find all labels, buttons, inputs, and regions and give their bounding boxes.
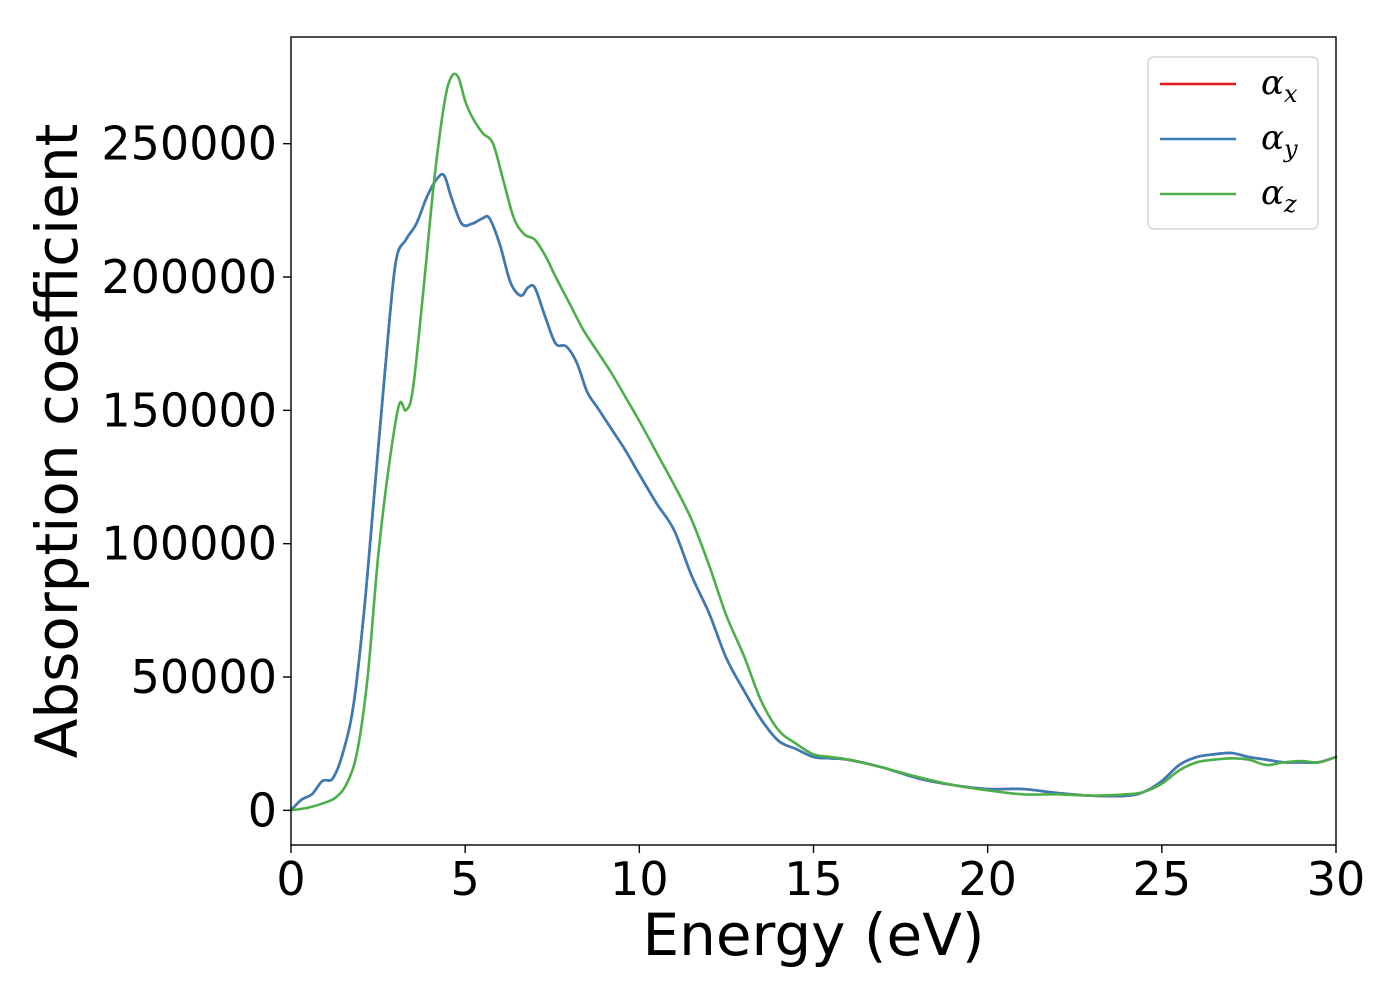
legend-label-x: αx [1261,63,1298,108]
y-tick-label: 200000 [101,250,277,304]
x-tick-label: 15 [784,852,843,906]
y-tick-label: 50000 [131,650,277,704]
legend: αx αy αz [1147,56,1319,230]
x-axis-ticks: 0 5 10 15 20 25 30 [276,845,1365,906]
series-layer [289,72,1338,812]
x-axis-title: Energy (eV) [642,901,984,969]
y-tick-label: 0 [248,783,277,837]
x-tick-label: 5 [451,852,480,906]
y-tick-label: 100000 [101,517,277,571]
y-axis-title: Absorption coefficient [23,124,91,759]
y-tick-label: 150000 [101,383,277,437]
x-tick-label: 10 [610,852,669,906]
y-axis-ticks: 0 50000 100000 150000 200000 250000 [101,117,291,837]
series-line-z [289,72,1338,812]
legend-label-y: αy [1261,118,1298,163]
y-tick-label: 250000 [101,117,277,171]
x-tick-label: 25 [1133,852,1192,906]
x-tick-label: 0 [276,852,305,906]
x-tick-label: 20 [958,852,1017,906]
x-tick-label: 30 [1307,852,1366,906]
legend-box [1147,56,1319,230]
legend-label-z: αz [1261,173,1297,218]
